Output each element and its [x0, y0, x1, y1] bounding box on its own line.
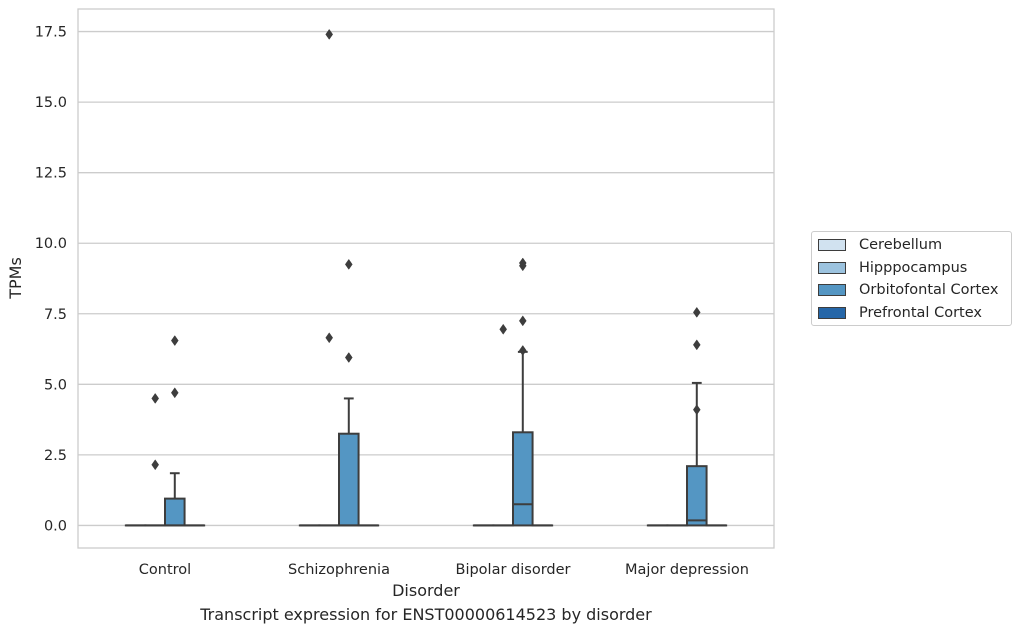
outlier-point [151, 459, 160, 471]
legend-item: Orbitofontal Cortex [818, 280, 998, 300]
box-body [512, 431, 534, 527]
outlier-point [518, 257, 527, 269]
legend-label: Cerebellum [859, 237, 943, 253]
legend: Cerebellum Hipppocampus Orbitofontal Corte… [811, 231, 1012, 326]
outlier-point [325, 332, 334, 344]
outlier-point [692, 404, 701, 416]
outlier-point [692, 339, 701, 351]
outlier-point [518, 345, 527, 356]
y-tick-label: 7.5 [44, 307, 67, 323]
outlier-point [170, 335, 179, 347]
chart-caption: Transcript expression for ENST0000061452… [200, 605, 652, 624]
tick-labels: 0.0 2.5 5.0 7.5 10.0 12.5 15.0 17.5 Control Schiz… [35, 25, 749, 578]
outlier-point [151, 392, 160, 404]
outlier-point [499, 323, 508, 335]
y-tick-label: 0.0 [44, 518, 67, 534]
outlier-point [344, 258, 353, 270]
box-body [338, 432, 360, 527]
y-tick-label: 15.0 [35, 95, 67, 111]
box-body [164, 497, 186, 527]
plot-frame [77, 8, 775, 549]
x-tick-label: Schizophrenia [288, 562, 390, 578]
outlier-point [170, 387, 179, 399]
y-tick-label: 17.5 [35, 25, 67, 41]
outlier-point [692, 306, 701, 318]
box-hipppocampus [318, 28, 340, 527]
gridlines [78, 30, 774, 527]
y-tick-label: 10.0 [35, 236, 67, 252]
legend-label: Prefrontal Cortex [859, 305, 982, 322]
y-tick-label: 12.5 [35, 166, 67, 182]
box-orbitofontal-cortex [512, 257, 534, 527]
legend-swatch [818, 307, 846, 320]
legend-item: Hipppocampus [818, 258, 967, 278]
box-orbitofontal-cortex [338, 258, 360, 527]
legend-swatch [818, 261, 846, 274]
box-hipppocampus [492, 323, 514, 527]
legend-item: Cerebellum [818, 235, 942, 255]
box-orbitofontal-cortex [164, 335, 186, 527]
y-axis-label: TPMs [6, 257, 25, 300]
outlier-point [344, 352, 353, 363]
x-axis-label: Disorder [392, 581, 460, 600]
x-tick-label: Major depression [625, 562, 749, 578]
x-tick-label: Control [139, 562, 191, 578]
legend-swatch [818, 239, 846, 251]
legend-swatch [818, 284, 846, 297]
legend-label: Orbitofontal Cortex [859, 282, 999, 299]
outlier-point [325, 28, 334, 40]
boxes [124, 28, 728, 527]
x-tick-label: Bipolar disorder [456, 562, 571, 578]
box-orbitofontal-cortex [686, 306, 708, 527]
y-tick-label: 5.0 [44, 377, 67, 393]
outlier-point [518, 315, 527, 327]
box-body [686, 465, 708, 527]
legend-item: Prefrontal Cortex [818, 303, 982, 323]
y-tick-label: 2.5 [44, 448, 67, 464]
legend-label: Hipppocampus [859, 259, 968, 276]
box-hipppocampus [144, 392, 167, 527]
